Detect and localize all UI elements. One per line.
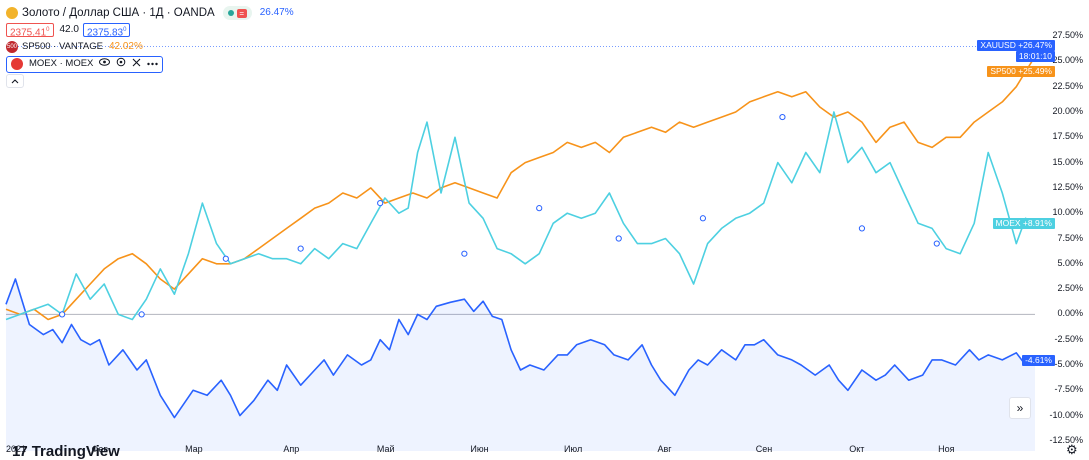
legend-main-row[interactable]: Золото / Доллар США · 1Д · OANDA = 26.47…	[6, 5, 294, 21]
legend-moex-row[interactable]: MOEX · MOEX	[6, 55, 294, 73]
bid-sup: 0	[46, 27, 50, 33]
y-tick-label: 27.50%	[1052, 30, 1083, 41]
y-tick-label: 12.50%	[1052, 181, 1083, 192]
close-icon[interactable]	[132, 58, 141, 71]
x-tick-label: Ноя	[938, 444, 955, 454]
eye-icon[interactable]	[99, 58, 111, 70]
xauusd-price-label: XAUUSD +26.47%	[977, 39, 1055, 51]
tradingview-mark-icon: 17	[12, 443, 28, 460]
series-marker-moex	[377, 199, 384, 207]
market-open-dot-icon	[227, 10, 234, 16]
more-icon[interactable]	[147, 58, 159, 70]
series-marker-moex	[858, 225, 866, 232]
x-tick-label: Июн	[470, 444, 489, 454]
ask-price[interactable]: 2375.830	[82, 23, 131, 39]
y-tick-label: -10.00%	[1049, 409, 1083, 420]
sp500-symbol-icon: 500	[6, 41, 18, 53]
x-tick-label: 2021	[6, 444, 27, 454]
legend-quote-row: 2375.410 42.0 2375.830	[6, 22, 294, 38]
series-marker-moex	[138, 311, 145, 318]
bid-value: 2375.41	[10, 27, 47, 39]
y-tick-label: 10.00%	[1052, 207, 1083, 218]
series-marker-moex	[536, 205, 543, 212]
series-line-sp500	[5, 56, 1036, 321]
series-marker-moex	[615, 235, 622, 242]
x-tick-label: Авг	[657, 444, 672, 454]
ask-value: 2375.83	[86, 27, 124, 39]
moex-name[interactable]: MOEX · MOEX	[29, 58, 94, 69]
x-tick-label: Сен	[755, 444, 773, 454]
series-marker-moex	[699, 215, 707, 222]
gear-icon[interactable]: ⚙	[1066, 442, 1078, 457]
x-tick-label: Апр	[283, 444, 300, 454]
series-line-moex	[5, 111, 1036, 321]
y-tick-label: -5.00%	[1054, 358, 1083, 369]
double-chevron-right-icon[interactable]: »	[1009, 397, 1031, 419]
sp500-change-pct: 42.02%	[108, 41, 143, 52]
series-marker-moex	[933, 240, 940, 247]
main-change-pct: 26.47%	[259, 7, 294, 18]
y-tick-label: 22.50%	[1052, 80, 1083, 91]
tradingview-logo-text: TradingView	[31, 443, 120, 460]
x-tick-label: Июл	[563, 444, 583, 454]
y-tick-label: 25.00%	[1052, 55, 1083, 66]
tradingview-logo[interactable]: 17 TradingView	[12, 443, 120, 460]
y-tick-label: -7.50%	[1054, 384, 1083, 395]
equal-icon: =	[236, 8, 247, 18]
series-marker-moex	[779, 113, 786, 121]
moex-legend-box[interactable]: MOEX · MOEX	[6, 55, 164, 73]
y-tick-label: 20.00%	[1052, 106, 1083, 116]
y-tick-label: 15.00%	[1052, 156, 1083, 167]
main-symbol-title[interactable]: Золото / Доллар США · 1Д · OANDA	[22, 7, 215, 19]
y-tick-label: 7.50%	[1057, 232, 1083, 243]
settings-icon[interactable]	[116, 57, 126, 71]
series-marker-moex	[297, 245, 304, 252]
moex-symbol-icon	[11, 58, 23, 70]
xauusd-last-label: -4.61%	[1022, 355, 1055, 367]
series-line-xauusd	[5, 278, 1036, 419]
bid-price[interactable]: 2375.410	[6, 23, 54, 39]
x-tick-label: Май	[376, 444, 395, 454]
xauusd-time-label: 18:01:10	[1015, 50, 1055, 62]
market-status-pill[interactable]: =	[222, 6, 252, 20]
y-tick-label: -2.50%	[1054, 333, 1083, 344]
x-tick-label: Окт	[849, 444, 865, 454]
y-tick-label: 2.50%	[1057, 283, 1083, 294]
sp500-name[interactable]: SP500 · VANTAGE	[22, 41, 103, 52]
ask-sup: 0	[123, 27, 127, 33]
series-area-xauusd	[6, 279, 1035, 451]
y-tick-label: 5.00%	[1057, 257, 1083, 268]
x-tick-label: Мар	[185, 444, 203, 454]
gold-symbol-icon	[6, 7, 18, 19]
legend: Золото / Доллар США · 1Д · OANDA = 26.47…	[6, 5, 294, 88]
series-marker-moex	[461, 250, 468, 257]
series-marker-moex	[222, 255, 229, 262]
x-tick-label: Фев	[91, 444, 109, 454]
series-marker-moex	[59, 311, 66, 318]
chevron-up-icon[interactable]	[6, 74, 24, 88]
y-tick-label: 0.00%	[1057, 308, 1083, 319]
sp500-price-label: SP500 +25.49%	[987, 65, 1055, 77]
moex-price-label: MOEX +8.91%	[992, 218, 1055, 230]
spread-value: 42.0	[59, 24, 79, 35]
legend-sp-row[interactable]: 500 SP500 · VANTAGE 42.02%	[6, 39, 294, 55]
y-tick-label: -12.50%	[1049, 434, 1083, 445]
y-tick-label: 17.50%	[1052, 131, 1083, 142]
